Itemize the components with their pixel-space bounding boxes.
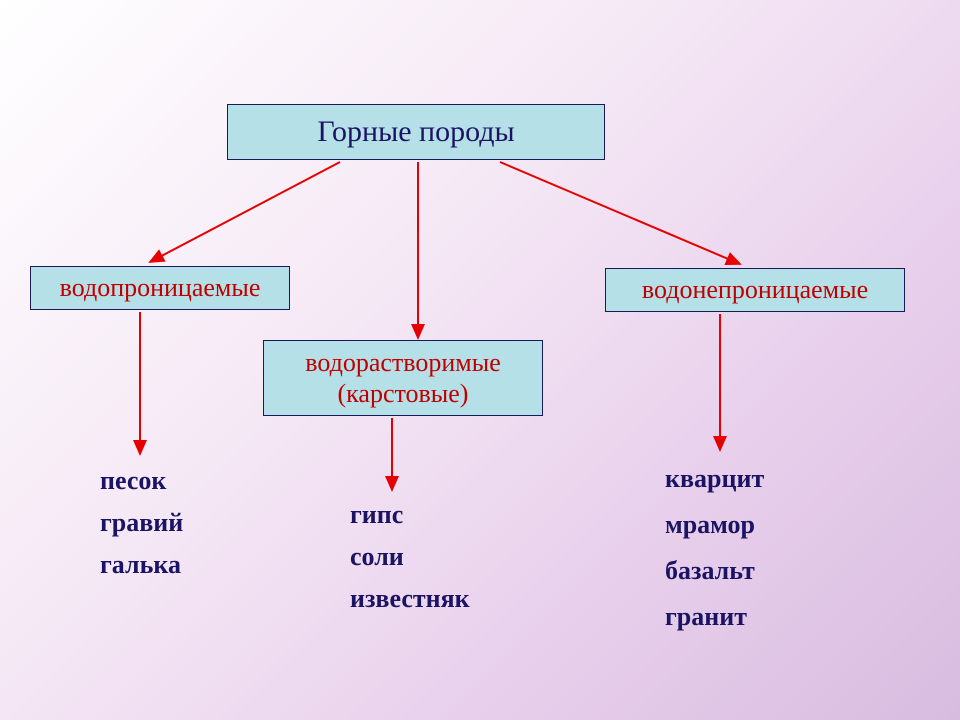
- list-item: мрамор: [665, 502, 764, 548]
- category-left-box: водопроницаемые: [30, 266, 290, 310]
- list-item: соли: [350, 536, 470, 578]
- root-box: Горные породы: [227, 104, 605, 160]
- items-right: кварцит мрамор базальт гранит: [665, 456, 764, 640]
- list-item: гипс: [350, 494, 470, 536]
- list-item: галька: [100, 544, 183, 586]
- category-right-label: водонепроницаемые: [642, 275, 868, 305]
- list-item: базальт: [665, 548, 764, 594]
- items-left: песок гравий галька: [100, 460, 183, 586]
- items-middle: гипс соли известняк: [350, 494, 470, 620]
- arrow: [150, 162, 340, 262]
- list-item: кварцит: [665, 456, 764, 502]
- arrow: [500, 162, 740, 264]
- list-item: гравий: [100, 502, 183, 544]
- category-middle-box: водорастворимые (карстовые): [263, 340, 543, 416]
- category-middle-label-1: водорастворимые: [305, 347, 501, 378]
- category-left-label: водопроницаемые: [60, 273, 261, 303]
- category-right-box: водонепроницаемые: [605, 268, 905, 312]
- category-middle-label-2: (карстовые): [338, 378, 469, 409]
- list-item: песок: [100, 460, 183, 502]
- root-label: Горные породы: [317, 115, 514, 149]
- list-item: известняк: [350, 578, 470, 620]
- list-item: гранит: [665, 594, 764, 640]
